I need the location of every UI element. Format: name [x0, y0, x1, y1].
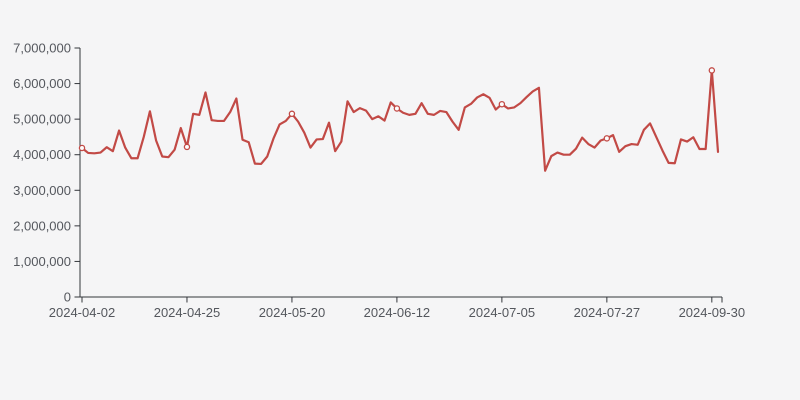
- y-axis-label: 0: [64, 290, 71, 305]
- y-axis-label: 6,000,000: [13, 76, 71, 91]
- x-axis-label: 2024-09-30: [679, 305, 746, 320]
- x-axis-label: 2024-04-25: [154, 305, 221, 320]
- x-axis-label: 2024-07-05: [469, 305, 536, 320]
- x-axis-label: 2024-04-02: [49, 305, 116, 320]
- series-line: [80, 69, 720, 172]
- y-axis-label: 2,000,000: [13, 218, 71, 233]
- data-point-marker: [708, 67, 716, 74]
- y-axis-label: 7,000,000: [13, 41, 71, 56]
- y-axis-label: 4,000,000: [13, 147, 71, 162]
- data-point-marker: [183, 143, 191, 151]
- data-point-marker: [498, 100, 506, 108]
- data-point-marker: [603, 135, 611, 142]
- y-axis-label: 1,000,000: [13, 254, 71, 269]
- x-axis-label: 2024-05-20: [259, 305, 326, 320]
- y-axis-label: 5,000,000: [13, 112, 71, 127]
- data-point-marker: [393, 105, 401, 112]
- x-axis-label: 2024-07-27: [574, 305, 641, 320]
- x-axis-label: 2024-06-12: [364, 305, 431, 320]
- data-point-marker: [288, 110, 296, 118]
- y-axis-label: 3,000,000: [13, 183, 71, 198]
- data-point-marker: [78, 144, 86, 152]
